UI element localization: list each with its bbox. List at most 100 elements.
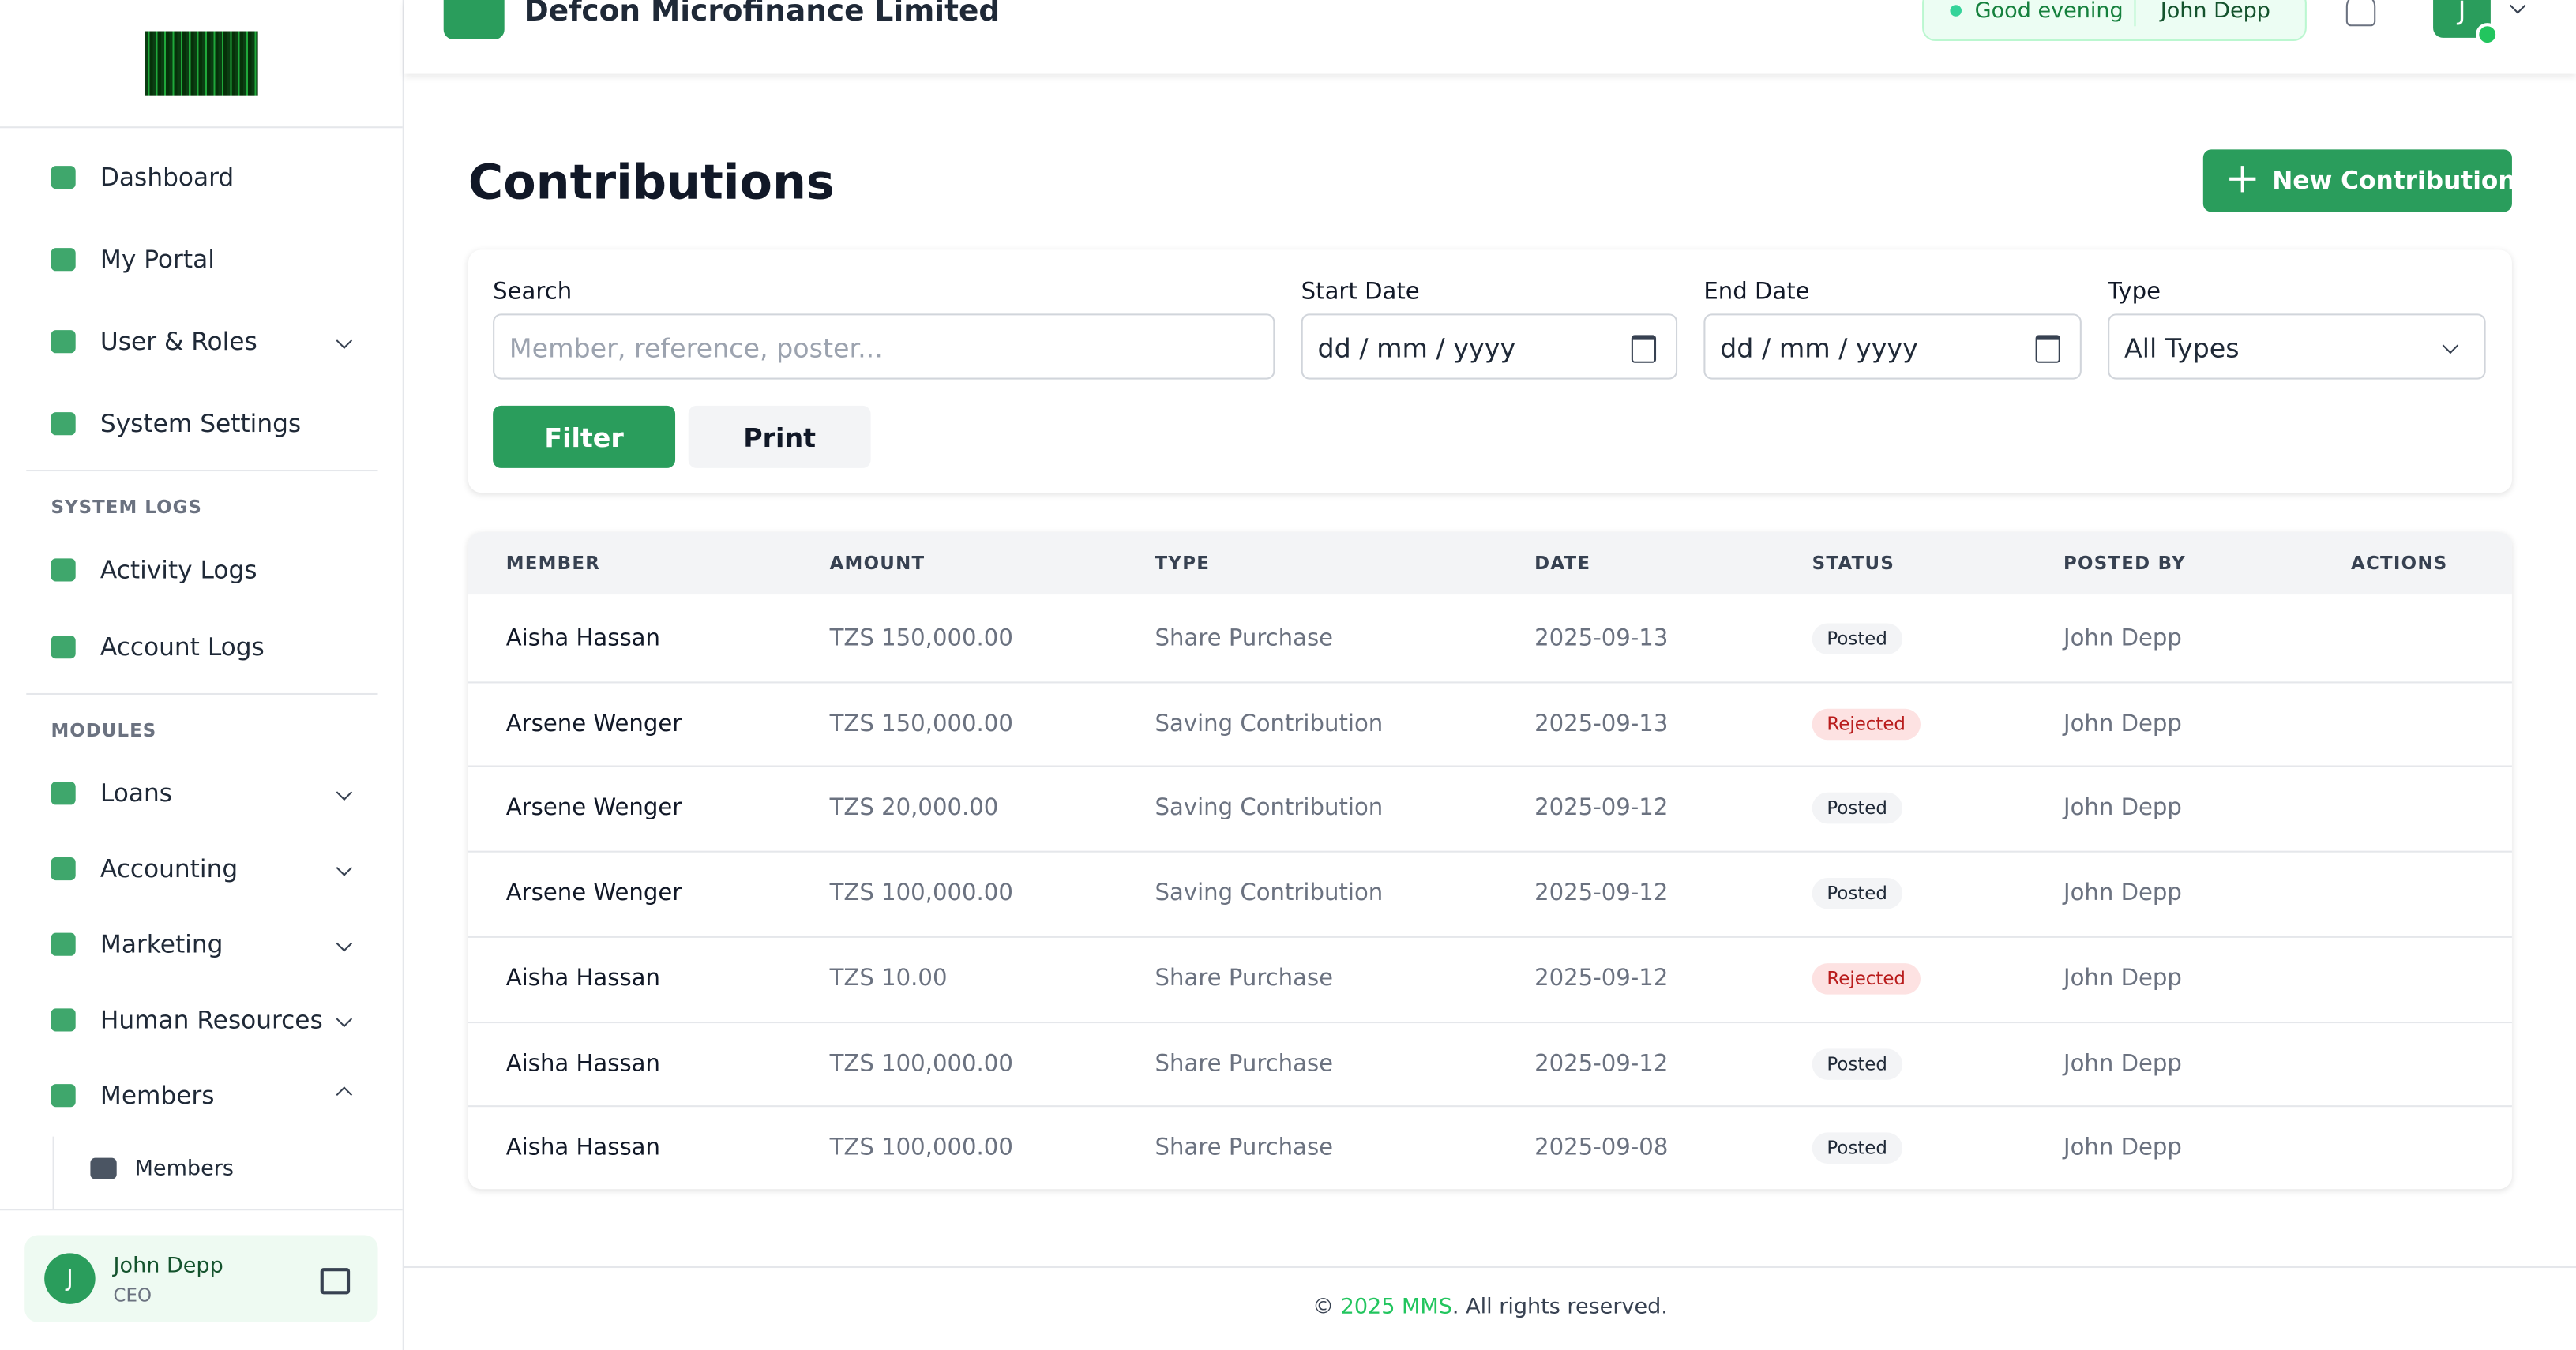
amount: TZS 100,000.00 <box>829 1134 1013 1162</box>
status-dot <box>1950 5 1962 17</box>
amount: TZS 10.00 <box>829 965 948 992</box>
filter-label: Type <box>2108 279 2161 306</box>
nav-item[interactable]: Activity Logs <box>100 555 257 585</box>
footer-suffix: . All rights reserved. <box>1451 1295 1668 1320</box>
logout-button[interactable] <box>320 1268 351 1295</box>
filter-input-text: dd / mm / yyyy <box>1317 332 1516 364</box>
date: 2025-09-08 <box>1534 1134 1669 1162</box>
filter-input-text: Member, reference, poster... <box>509 332 883 364</box>
amount: TZS 150,000.00 <box>829 625 1013 652</box>
nav-icon <box>51 932 76 956</box>
filter-input-text: dd / mm / yyyy <box>1720 332 1918 364</box>
row-divider <box>468 1020 2512 1023</box>
nav-item[interactable]: Human Resources <box>100 1005 323 1035</box>
contribution-type: Share Purchase <box>1155 1134 1334 1162</box>
calendar-icon[interactable] <box>2035 335 2060 363</box>
contribution-type: Share Purchase <box>1155 1050 1334 1077</box>
user-name: John Depp <box>113 1254 223 1279</box>
page-title: Contributions <box>468 154 835 211</box>
greeting: Good evening <box>1974 0 2124 24</box>
nav-item[interactable]: Members <box>100 1080 215 1111</box>
row-divider <box>468 766 2512 768</box>
posted-by: John Depp <box>2063 711 2182 737</box>
greeting-pill <box>1922 0 2307 42</box>
filter-label: Search <box>493 279 573 306</box>
posted-by: John Depp <box>2063 795 2182 823</box>
column-header: POSTED BY <box>2063 553 2186 575</box>
row-divider <box>468 1105 2512 1108</box>
nav-item[interactable]: Marketing <box>100 929 223 959</box>
posted-by: John Depp <box>2063 1050 2182 1077</box>
member-name: Arsene Wenger <box>505 711 682 737</box>
column-header: AMOUNT <box>829 553 926 575</box>
company-name: Defcon Microfinance Limited <box>524 0 1001 29</box>
footer-divider <box>404 1266 2576 1269</box>
footer-text: © 2025 MMS. All rights reserved. <box>404 1295 2576 1319</box>
column-header: DATE <box>1534 553 1591 575</box>
nav-item[interactable]: Account Logs <box>100 632 265 662</box>
nav-icon <box>51 782 76 805</box>
posted-by: John Depp <box>2063 1134 2182 1162</box>
filter-input-text: All Types <box>2124 332 2240 364</box>
filter-input[interactable]: Member, reference, poster... <box>493 313 1275 380</box>
new-contribution-label: New Contribution <box>2272 166 2516 196</box>
footer-link[interactable]: 2025 MMS <box>1340 1295 1452 1320</box>
amount: TZS 150,000.00 <box>829 711 1013 737</box>
date: 2025-09-12 <box>1534 795 1669 823</box>
nav-icon <box>51 248 76 272</box>
nav-icon <box>51 412 76 436</box>
nav-icon <box>51 166 76 189</box>
new-contribution-button[interactable]: New Contribution <box>2202 149 2516 212</box>
print-button[interactable]: Print <box>688 405 871 468</box>
nav-icon <box>51 558 76 582</box>
posted-by: John Depp <box>2063 965 2182 992</box>
logo <box>145 31 258 96</box>
member-name: Aisha Hassan <box>505 965 660 992</box>
sub-nav-item[interactable]: Members <box>134 1157 234 1182</box>
bell[interactable] <box>2345 0 2376 27</box>
nav-item[interactable]: System Settings <box>100 409 302 439</box>
company-logo <box>443 0 505 39</box>
sidebar <box>0 0 404 1350</box>
filter-label: End Date <box>1703 279 1810 306</box>
nav-icon <box>51 636 76 659</box>
column-header: STATUS <box>1812 553 1895 575</box>
user-avatar: J <box>44 1253 96 1304</box>
amount: TZS 100,000.00 <box>829 880 1013 907</box>
amount: TZS 20,000.00 <box>829 795 999 823</box>
filter-input[interactable]: dd / mm / yyyy <box>1703 313 2082 380</box>
date: 2025-09-13 <box>1534 625 1669 652</box>
user-role: CEO <box>113 1284 152 1307</box>
divider <box>0 126 403 129</box>
column-header: MEMBER <box>505 553 601 575</box>
filter-label: Start Date <box>1301 279 1420 306</box>
section-heading: SYSTEM LOGS <box>51 497 202 519</box>
divider <box>26 469 378 472</box>
status-badge: Rejected <box>1812 708 1921 740</box>
nav-item[interactable]: Dashboard <box>100 162 235 193</box>
row-divider <box>468 681 2512 683</box>
member-name: Aisha Hassan <box>505 625 660 652</box>
calendar-icon[interactable] <box>1631 335 1657 363</box>
plus-icon <box>2229 166 2256 193</box>
date: 2025-09-12 <box>1534 965 1669 992</box>
amount: TZS 100,000.00 <box>829 1050 1013 1077</box>
member-name: Arsene Wenger <box>505 880 682 907</box>
filter-input[interactable]: dd / mm / yyyy <box>1301 313 1678 380</box>
header-user: John Depp <box>2160 0 2270 24</box>
nav-item[interactable]: My Portal <box>100 244 215 275</box>
nav-item[interactable]: Accounting <box>100 853 238 884</box>
filter-input[interactable]: All Types <box>2108 313 2486 380</box>
nav-item[interactable]: Loans <box>100 778 173 808</box>
table-card <box>468 532 2512 1190</box>
status-badge: Posted <box>1812 623 1902 655</box>
filter-button[interactable]: Filter <box>493 405 676 468</box>
nav-item[interactable]: User & Roles <box>100 326 257 357</box>
status-badge: Posted <box>1812 878 1902 909</box>
pill-sep <box>2134 0 2136 27</box>
status-badge: Posted <box>1812 1132 1902 1164</box>
nav-icon <box>51 1084 76 1108</box>
sub-line <box>52 1136 54 1209</box>
contribution-type: Saving Contribution <box>1155 795 1384 823</box>
